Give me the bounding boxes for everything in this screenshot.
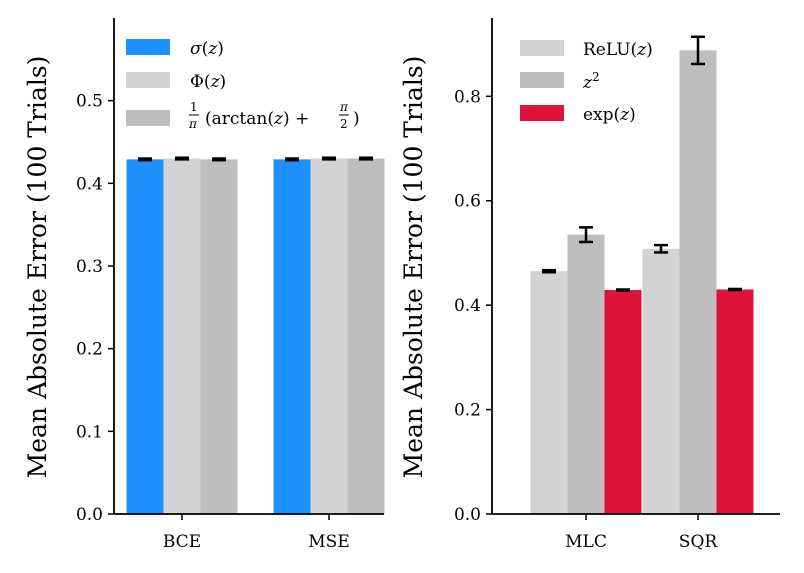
error-bar-mlc-series-0 <box>542 268 556 274</box>
bar-mse-series-1 <box>310 158 348 514</box>
error-bar-mse-series-2 <box>359 156 373 161</box>
error-bar-mse-series-0 <box>285 157 299 162</box>
error-bar-mlc-series-1 <box>579 226 593 244</box>
bar-sqr-series-1 <box>679 50 717 515</box>
legend-right: ReLU(z) z2 exp(z) <box>520 40 653 125</box>
y-tick-label-0.1: 0.1 <box>76 422 103 442</box>
y-tick-label-0.6: 0.6 <box>454 192 481 212</box>
svg-text:π: π <box>339 100 349 114</box>
legend-swatch-sigma <box>126 39 170 55</box>
y-tick-label-0.8: 0.8 <box>454 87 481 107</box>
y-tick-label-0.5: 0.5 <box>76 92 103 112</box>
legend-swatch-phi <box>126 72 170 88</box>
legend-left: σ(z) Φ(z) 1 π (arctan(z) + π 2 ) <box>126 39 360 131</box>
x-tick-label-bce: BCE <box>163 532 201 552</box>
svg-text:1: 1 <box>190 100 198 114</box>
error-bar-bce-series-2 <box>212 157 226 162</box>
x-tick-label-mlc: MLC <box>565 532 607 552</box>
bar-mlc-series-1 <box>567 234 605 515</box>
y-axis-label-right: Mean Absolute Error (100 Trials) <box>399 56 428 479</box>
bar-mlc-series-0 <box>530 271 568 514</box>
y-tick-label-0.4: 0.4 <box>76 174 103 194</box>
legend-label-arctan: 1 π (arctan(z) + π 2 ) <box>188 100 360 131</box>
y-tick-label-0.0: 0.0 <box>76 505 103 525</box>
bar-mse-series-0 <box>273 159 311 515</box>
legend-swatch-arctan <box>126 110 170 126</box>
bar-sqr-series-2 <box>716 289 754 514</box>
svg-text:π: π <box>188 117 198 131</box>
y-tick-label-0.3: 0.3 <box>76 257 103 277</box>
y-tick-label-0.4: 0.4 <box>454 296 481 316</box>
legend-swatch-relu <box>520 40 564 56</box>
bar-bce-series-0 <box>126 159 164 515</box>
svg-text:2: 2 <box>340 117 348 131</box>
x-tick-label-sqr: SQR <box>679 532 719 552</box>
error-bar-mlc-series-2 <box>616 288 630 292</box>
bar-mse-series-2 <box>347 158 385 514</box>
error-bar-mse-series-1 <box>322 156 336 161</box>
error-bar-sqr-series-1 <box>691 35 705 66</box>
y-axis-label-left: Mean Absolute Error (100 Trials) <box>23 56 52 479</box>
plot-area-left: BCE MSE 0.0 0.1 0.2 0.3 0.4 0.5 <box>76 18 385 552</box>
bar-mlc-series-2 <box>604 290 642 514</box>
legend-swatch-exp <box>520 105 564 121</box>
y-tick-label-0.2: 0.2 <box>454 401 481 421</box>
y-tick-label-0.0: 0.0 <box>454 505 481 525</box>
svg-text:(arctan(z) +: (arctan(z) + <box>205 109 309 129</box>
error-bar-bce-series-1 <box>175 156 189 161</box>
legend-label-relu: ReLU(z) <box>583 40 653 60</box>
error-bar-sqr-series-0 <box>654 243 668 254</box>
y-tick-label-0.2: 0.2 <box>76 340 103 360</box>
legend-label-phi: Φ(z) <box>190 72 226 92</box>
svg-text:): ) <box>353 109 360 129</box>
legend-label-exp: exp(z) <box>583 105 636 125</box>
error-bar-bce-series-0 <box>138 157 152 162</box>
legend-swatch-zsq <box>520 72 564 88</box>
bar-bce-series-2 <box>200 159 238 515</box>
x-tick-label-mse: MSE <box>308 532 349 552</box>
legend-label-sigma: σ(z) <box>190 39 224 59</box>
bar-sqr-series-0 <box>642 248 680 514</box>
legend-label-zsq: z2 <box>582 70 600 93</box>
left-panel: Mean Absolute Error (100 Trials) BCE MSE 0… <box>23 18 385 552</box>
bar-bce-series-1 <box>163 158 201 514</box>
plot-area-right: MLC SQR 0.0 0.2 0.4 0.6 0.8 <box>454 18 780 552</box>
right-panel: Mean Absolute Error (100 Trials) MLC SQR 0… <box>399 18 780 552</box>
error-bar-sqr-series-2 <box>728 287 742 292</box>
